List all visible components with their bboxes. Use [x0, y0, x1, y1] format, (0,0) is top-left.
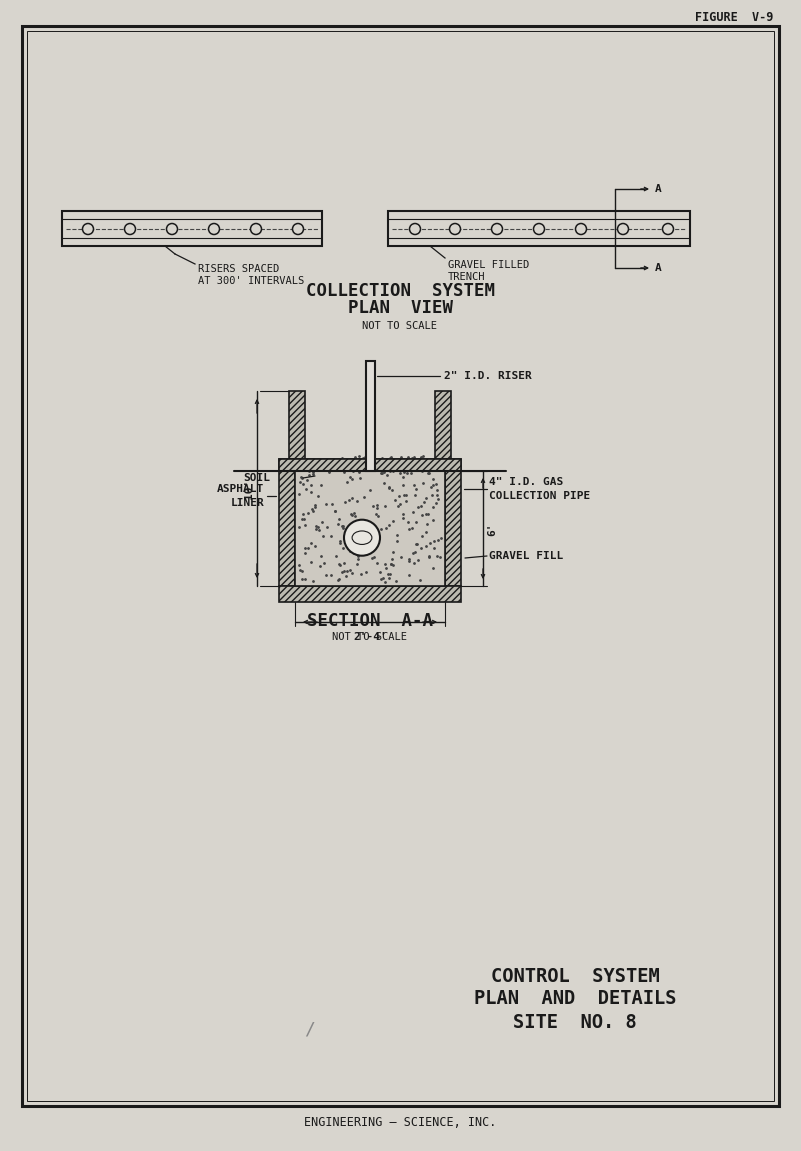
Text: CONTROL  SYSTEM: CONTROL SYSTEM	[491, 967, 659, 985]
Text: COLLECTION  SYSTEM: COLLECTION SYSTEM	[305, 282, 494, 300]
Circle shape	[533, 223, 545, 235]
Text: SOIL: SOIL	[243, 473, 270, 483]
Bar	[445, 459, 461, 586]
Text: ASPHALT
LINER: ASPHALT LINER	[217, 485, 264, 508]
Text: SECTION  A-A: SECTION A-A	[307, 612, 433, 630]
Text: SITE  NO. 8: SITE NO. 8	[513, 1013, 637, 1031]
Text: A: A	[655, 184, 662, 195]
Circle shape	[662, 223, 674, 235]
Circle shape	[251, 223, 261, 235]
Text: NOT TO SCALE: NOT TO SCALE	[332, 632, 408, 642]
Circle shape	[409, 223, 421, 235]
Text: FIGURE  V-9: FIGURE V-9	[694, 12, 773, 24]
Text: 10': 10'	[244, 479, 254, 500]
Circle shape	[344, 520, 380, 556]
Text: 2'-4': 2'-4'	[353, 632, 387, 642]
Bar	[279, 459, 461, 471]
Circle shape	[492, 223, 502, 235]
Text: 6': 6'	[487, 523, 497, 535]
Circle shape	[449, 223, 461, 235]
Bar	[62, 211, 322, 246]
Text: /: /	[304, 1020, 316, 1038]
Bar	[295, 471, 445, 586]
Bar	[289, 459, 305, 471]
Circle shape	[575, 223, 586, 235]
Text: NOT TO SCALE: NOT TO SCALE	[363, 321, 437, 331]
Circle shape	[618, 223, 629, 235]
Text: PLAN  AND  DETAILS: PLAN AND DETAILS	[473, 990, 676, 1008]
Bar	[366, 361, 375, 471]
Bar	[435, 459, 451, 471]
Circle shape	[83, 223, 94, 235]
Text: GRAVEL FILLED
TRENCH: GRAVEL FILLED TRENCH	[448, 260, 529, 282]
Circle shape	[292, 223, 304, 235]
Text: ENGINEERING – SCIENCE, INC.: ENGINEERING – SCIENCE, INC.	[304, 1116, 496, 1129]
Text: GRAVEL FILL: GRAVEL FILL	[489, 551, 563, 561]
Bar	[279, 586, 461, 602]
Text: RISERS SPACED
AT 300' INTERVALS: RISERS SPACED AT 300' INTERVALS	[198, 264, 304, 285]
Text: PLAN  VIEW: PLAN VIEW	[348, 299, 453, 317]
Bar	[279, 459, 295, 586]
Circle shape	[124, 223, 135, 235]
Text: 2" I.D. RISER: 2" I.D. RISER	[444, 371, 532, 381]
Circle shape	[167, 223, 178, 235]
Bar	[305, 459, 435, 471]
Bar	[435, 391, 451, 471]
Bar	[388, 211, 690, 246]
Circle shape	[208, 223, 219, 235]
Bar	[289, 391, 305, 471]
Text: 4" I.D. GAS
COLLECTION PIPE: 4" I.D. GAS COLLECTION PIPE	[489, 477, 590, 501]
Text: A: A	[655, 262, 662, 273]
